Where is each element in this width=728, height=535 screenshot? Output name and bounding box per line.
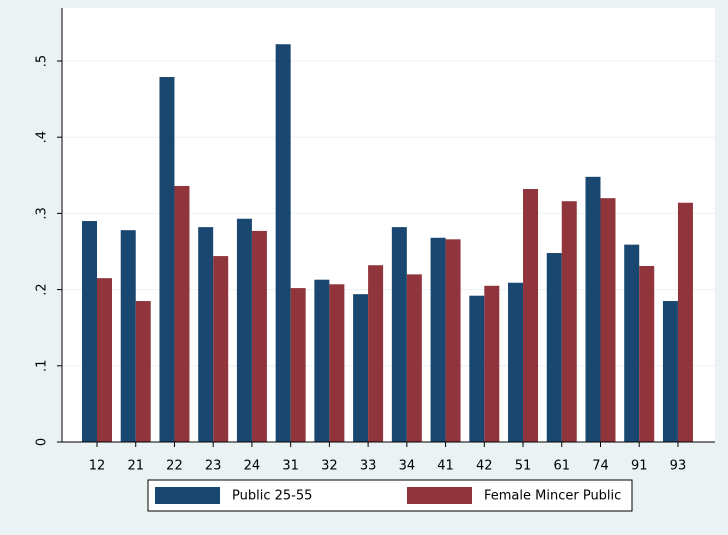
- bar: [236, 218, 252, 442]
- bar: [585, 176, 601, 442]
- bar: [213, 256, 229, 442]
- x-tick-label: 12: [89, 459, 106, 474]
- bar: [353, 294, 369, 442]
- bar: [251, 230, 267, 442]
- bar: [508, 282, 524, 442]
- bar: [469, 295, 485, 442]
- bar: [624, 244, 640, 442]
- bar: [120, 230, 136, 442]
- x-tick-label: 93: [670, 459, 687, 474]
- y-tick-label: .3: [35, 207, 50, 219]
- bar: [329, 284, 345, 442]
- x-tick-label: 61: [553, 459, 570, 474]
- y-tick-label: .4: [35, 131, 50, 143]
- x-tick-label: 21: [127, 459, 144, 474]
- bar: [174, 185, 190, 442]
- x-tick-label: 34: [399, 459, 416, 474]
- x-tick-label: 51: [515, 459, 532, 474]
- legend-label: Public 25-55: [232, 489, 312, 504]
- bar: [662, 301, 678, 442]
- bar: [523, 189, 539, 442]
- x-tick-label: 91: [631, 459, 648, 474]
- legend: [147, 479, 633, 512]
- bar: [406, 274, 422, 442]
- x-tick-label: 33: [360, 459, 377, 474]
- bar: [135, 301, 151, 442]
- bar: [314, 279, 330, 442]
- y-tick-label: .5: [35, 55, 50, 67]
- y-tick-label: .1: [35, 360, 50, 372]
- bar: [430, 237, 446, 442]
- x-tick-label: 42: [476, 459, 493, 474]
- bar: [561, 201, 577, 442]
- legend-label: Female Mincer Public: [484, 489, 621, 504]
- bar: [159, 77, 175, 442]
- bar: [600, 198, 616, 442]
- legend-swatch: [155, 487, 220, 504]
- x-tick-label: 31: [282, 459, 299, 474]
- bar: [368, 265, 384, 442]
- x-tick-label: 32: [321, 459, 338, 474]
- bar: [484, 285, 500, 442]
- bar: [677, 202, 693, 442]
- y-tick-label: 0: [35, 438, 50, 446]
- x-tick-label: 74: [592, 459, 609, 474]
- bar: [198, 227, 214, 442]
- legend-swatch: [407, 487, 472, 504]
- x-tick-label: 22: [166, 459, 183, 474]
- bar: [290, 288, 306, 442]
- y-tick-label: .2: [35, 283, 50, 295]
- bar: [97, 278, 112, 442]
- x-tick-label: 23: [205, 459, 222, 474]
- bar: [445, 239, 461, 442]
- bar: [546, 253, 562, 442]
- bar: [275, 44, 291, 443]
- bar: [639, 265, 655, 442]
- bar: [82, 221, 97, 442]
- bar: [391, 227, 407, 442]
- x-tick-label: 24: [244, 459, 261, 474]
- x-tick-label: 41: [437, 459, 454, 474]
